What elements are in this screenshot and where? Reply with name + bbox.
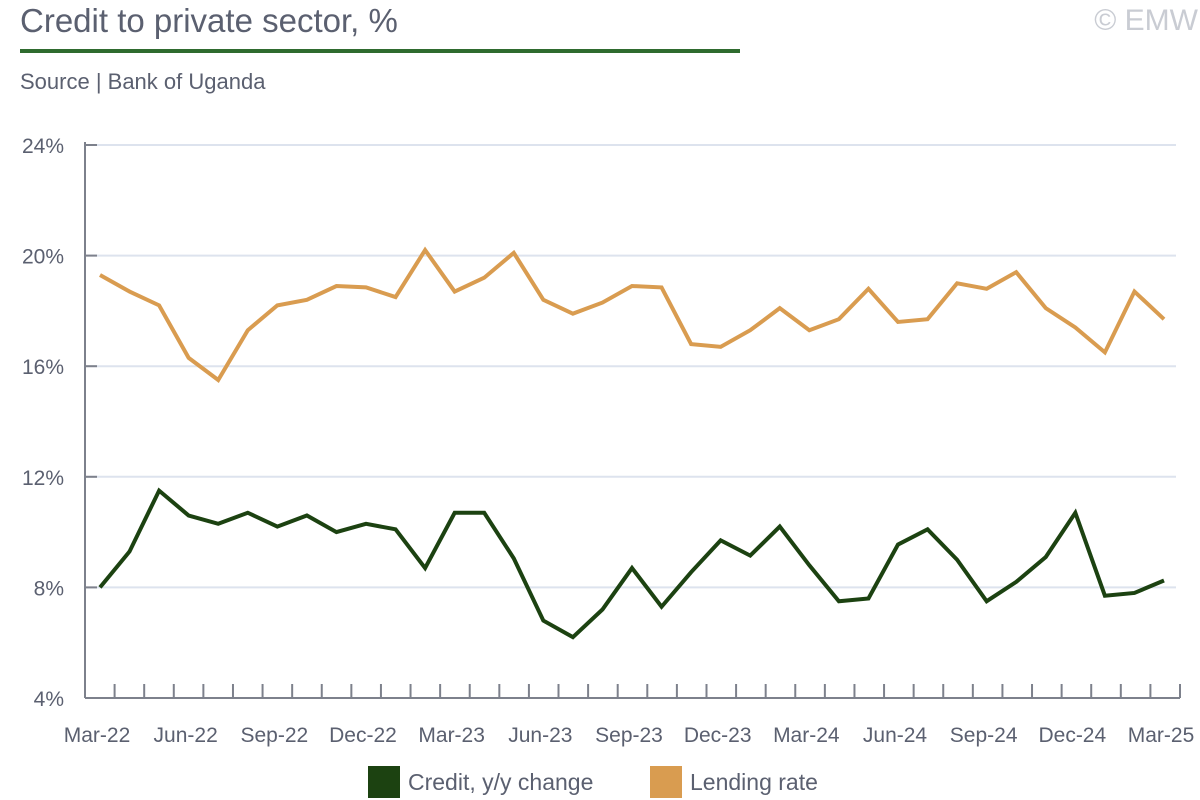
x-tick-label: Sep-23 [595, 724, 663, 747]
x-tick-label: Jun-23 [508, 724, 572, 747]
line-chart: 4% 8% 12% 16% 20% 24% Mar-22 Jun-22 Sep-22 Dec-22… [22, 135, 1195, 747]
y-tick-label: 20% [22, 246, 64, 269]
x-tick-label: Mar-25 [1128, 724, 1195, 747]
x-tick-label: Dec-22 [329, 724, 397, 747]
x-tick-label: Sep-22 [240, 724, 308, 747]
source-note: Source | Bank of Uganda [20, 69, 266, 94]
x-tick-label: Mar-22 [64, 724, 131, 747]
y-tick-label: 8% [34, 577, 64, 600]
x-tick-label: Jun-24 [863, 724, 928, 747]
series-line-credit [98, 487, 1165, 640]
copyright-watermark: © EMW [1094, 4, 1198, 37]
legend-swatch-credit [368, 766, 400, 798]
series-line-lending-rate [99, 246, 1166, 383]
x-tick-label: Dec-23 [684, 724, 752, 747]
title-underline [20, 49, 740, 53]
x-tick-label: Dec-24 [1038, 724, 1106, 747]
x-tick-label: Mar-24 [773, 724, 840, 747]
y-tick-label: 12% [22, 467, 64, 490]
chart-title: Credit to private sector, % [20, 2, 398, 39]
x-tick-label: Mar-23 [418, 724, 485, 747]
y-tick-label: 16% [22, 356, 64, 379]
y-tick-label: 4% [34, 688, 64, 711]
legend-label-lending-rate: Lending rate [690, 768, 818, 795]
legend-item-credit: Credit, y/y change [368, 766, 593, 798]
x-tick-label: Jun-22 [154, 724, 218, 747]
legend-swatch-lending-rate [650, 766, 682, 798]
x-tick-label: Sep-24 [950, 724, 1018, 747]
legend-label-credit: Credit, y/y change [408, 768, 594, 795]
y-tick-label: 24% [22, 135, 64, 158]
legend-item-lending-rate: Lending rate [650, 766, 818, 798]
